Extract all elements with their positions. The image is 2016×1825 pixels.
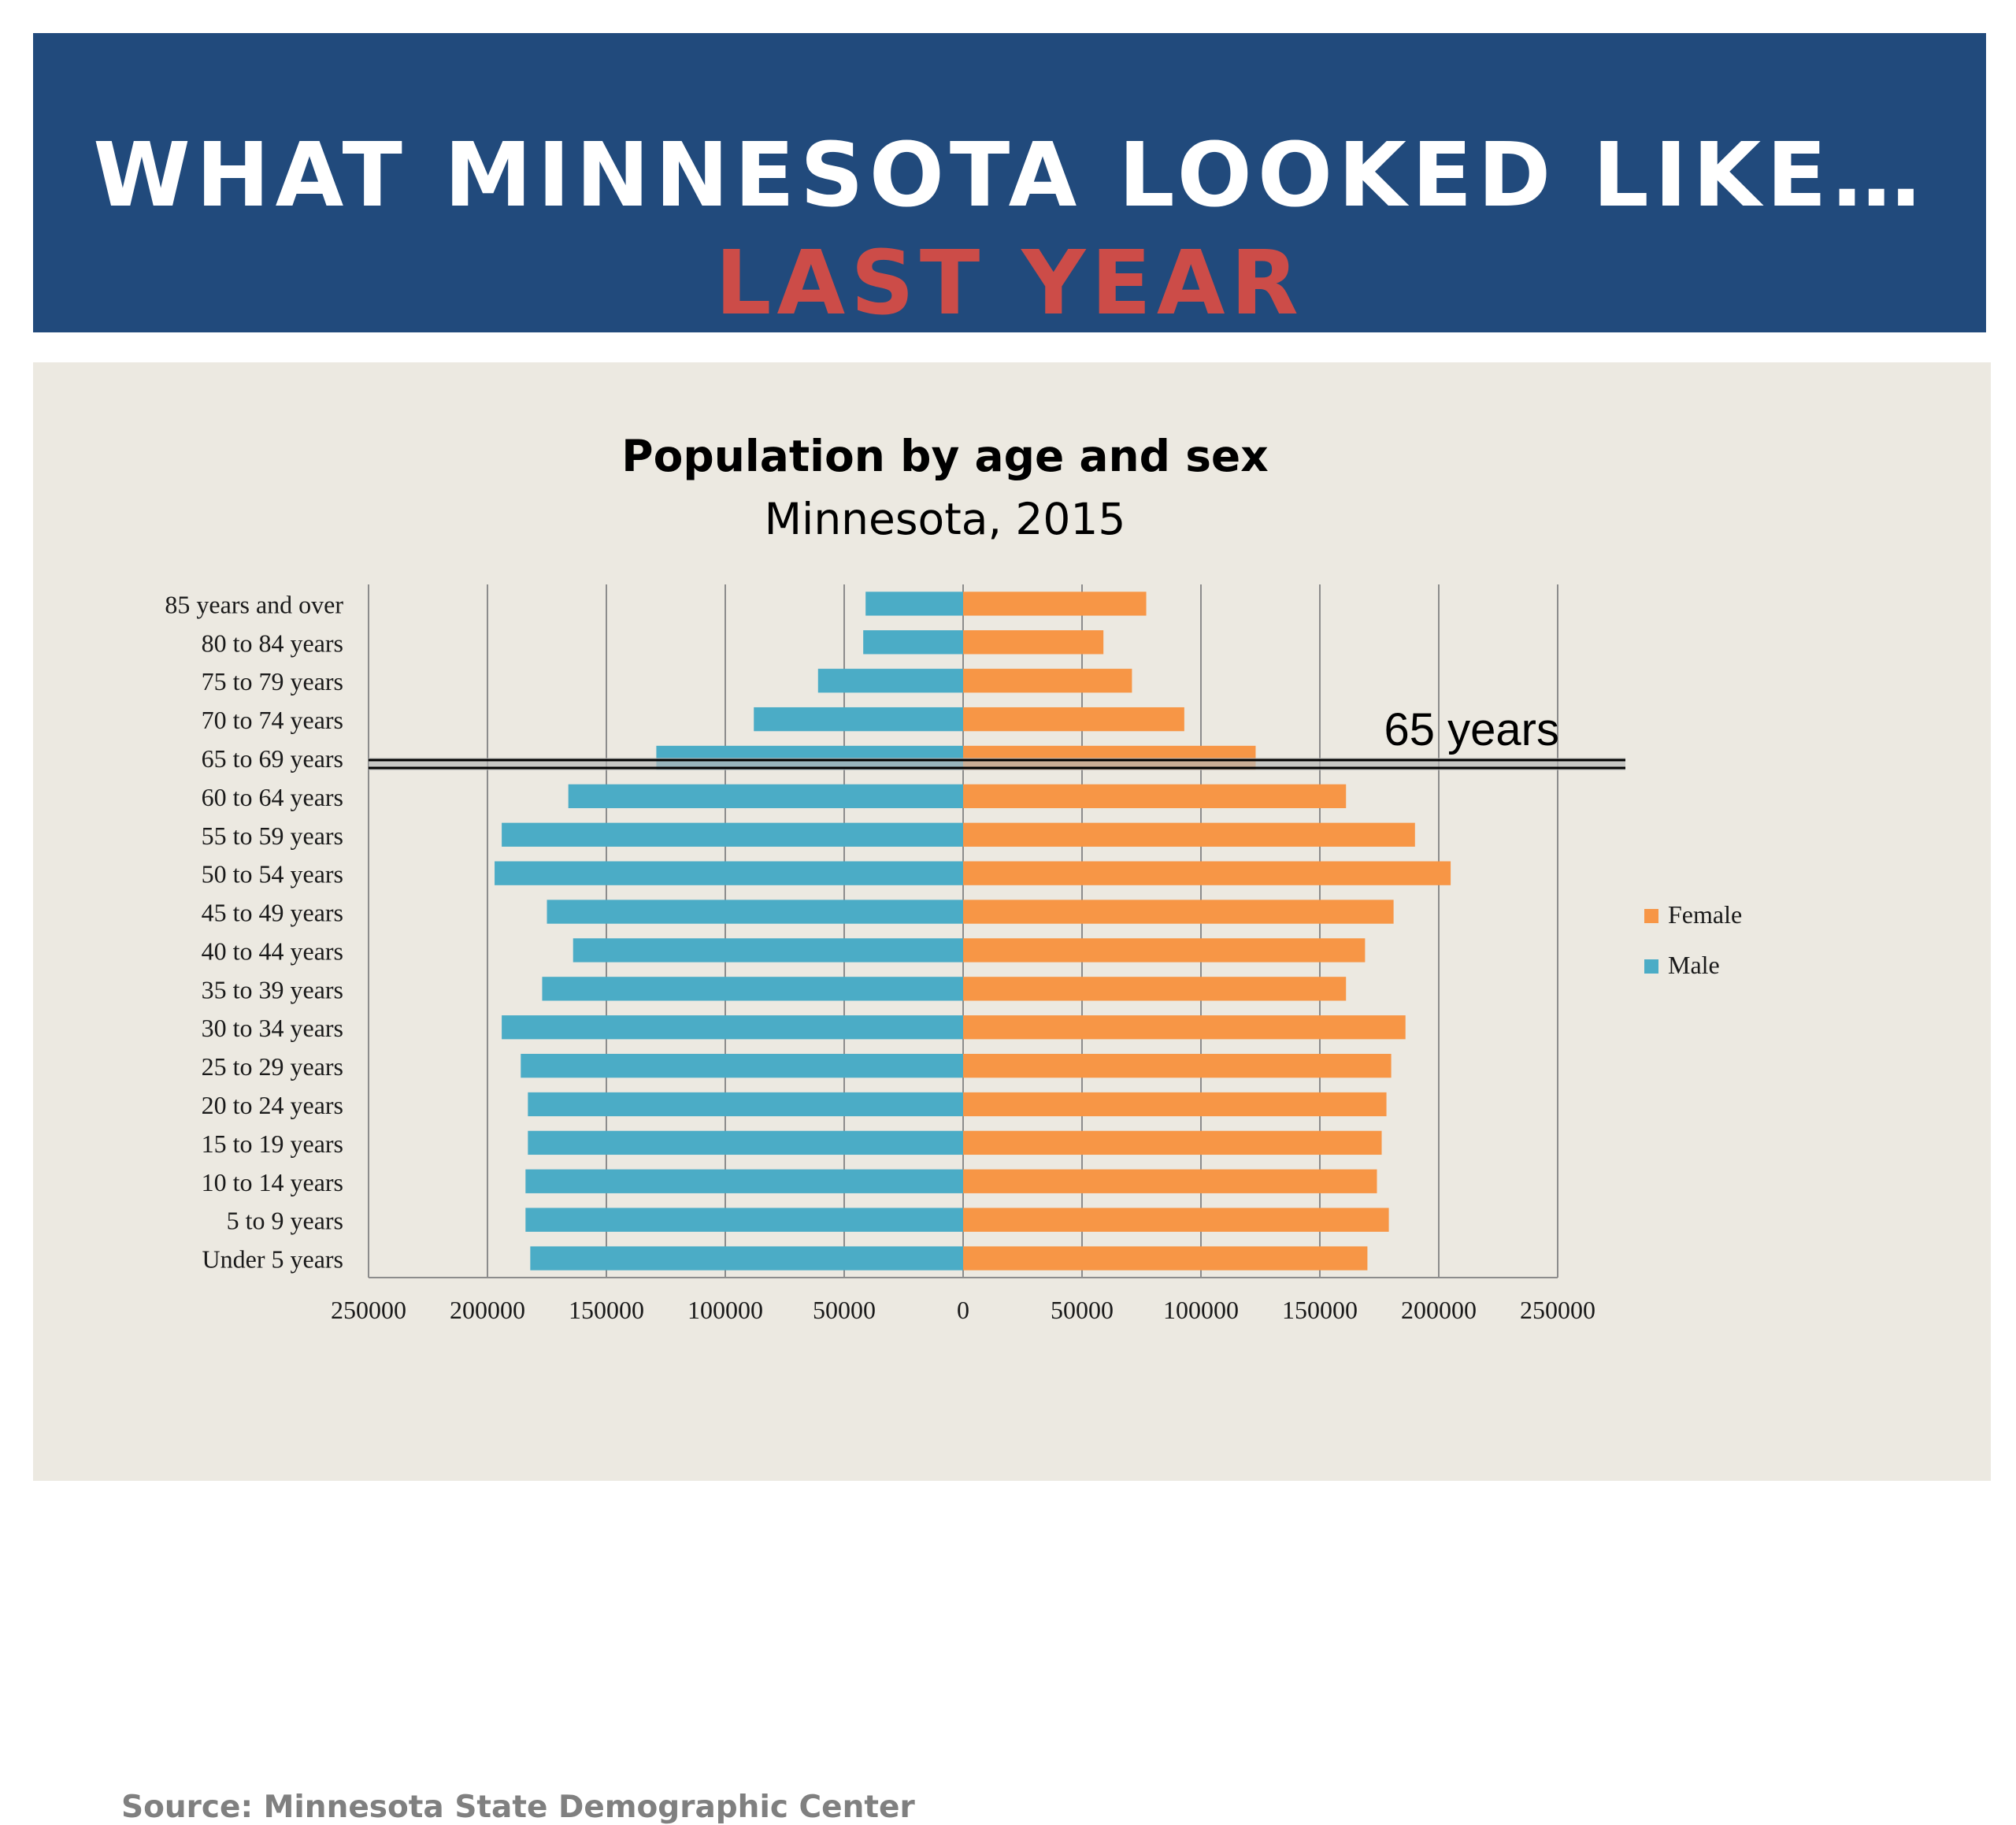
category-label: 80 to 84 years: [202, 629, 343, 657]
bar-female: [963, 938, 1366, 963]
bar-male: [530, 1246, 963, 1270]
bar-male: [863, 630, 963, 655]
legend-label: Male: [1668, 951, 1720, 979]
bar-male: [754, 707, 963, 732]
bar-female: [963, 1053, 1392, 1078]
chart-title: Population by age and sex: [621, 431, 1268, 481]
x-tick-label: 200000: [1401, 1296, 1477, 1324]
bar-male: [502, 1015, 963, 1040]
x-tick-label: 250000: [331, 1296, 406, 1324]
x-tick-label: 150000: [569, 1296, 644, 1324]
category-label: Under 5 years: [202, 1245, 343, 1274]
bar-female: [963, 1015, 1406, 1040]
x-tick-label: 200000: [450, 1296, 525, 1324]
category-label: 35 to 39 years: [202, 975, 343, 1003]
annotation-label: 65 years: [1384, 704, 1559, 755]
bar-female: [963, 630, 1104, 655]
category-label: 10 to 14 years: [202, 1168, 343, 1196]
bar-male: [521, 1053, 963, 1078]
category-label: 65 to 69 years: [202, 744, 343, 773]
category-label: 40 to 44 years: [202, 937, 343, 965]
category-label: 75 to 79 years: [202, 667, 343, 696]
bar-male: [542, 977, 963, 1001]
bar-male: [568, 784, 963, 809]
bar-female: [963, 707, 1184, 732]
x-tick-label: 100000: [687, 1296, 763, 1324]
x-tick-label: 50000: [1051, 1296, 1114, 1324]
bar-female: [963, 784, 1347, 809]
bar-male: [502, 822, 963, 847]
bar-female: [963, 592, 1147, 616]
bar-male: [525, 1169, 963, 1193]
title-banner: WHAT MINNESOTA LOOKED LIKE… LAST YEAR: [33, 33, 1986, 332]
bar-female: [963, 861, 1451, 885]
category-label: 15 to 19 years: [202, 1129, 343, 1158]
bar-female: [963, 1246, 1368, 1270]
category-label: 85 years and over: [165, 590, 343, 618]
x-tick-label: 100000: [1163, 1296, 1239, 1324]
population-pyramid-chart: Population by age and sex Minnesota, 201…: [165, 431, 1742, 1324]
bar-male: [495, 861, 963, 885]
bar-male: [525, 1207, 963, 1232]
category-label: 70 to 74 years: [202, 706, 343, 734]
legend-swatch: [1644, 909, 1658, 923]
legend-swatch: [1644, 959, 1658, 974]
category-label: 45 to 49 years: [202, 899, 343, 927]
bar-male: [865, 592, 963, 616]
x-tick-label: 50000: [813, 1296, 876, 1324]
bar-female: [963, 822, 1415, 847]
page-subtitle: LAST YEAR: [715, 232, 1304, 335]
bar-male: [547, 900, 963, 924]
bar-male: [528, 1130, 963, 1155]
x-tick-label: 250000: [1520, 1296, 1595, 1324]
chart-subtitle: Minnesota, 2015: [765, 494, 1126, 544]
bar-female: [963, 1130, 1382, 1155]
page-title: WHAT MINNESOTA LOOKED LIKE…: [93, 124, 1926, 227]
category-label: 30 to 34 years: [202, 1014, 343, 1042]
category-label: 60 to 64 years: [202, 783, 343, 811]
source-note: Source: Minnesota State Demographic Cent…: [121, 1790, 915, 1825]
category-label: 20 to 24 years: [202, 1091, 343, 1119]
bar-female: [963, 669, 1132, 693]
x-tick-label: 150000: [1282, 1296, 1358, 1324]
bar-female: [963, 1092, 1387, 1117]
legend-label: Female: [1668, 900, 1742, 929]
bar-female: [963, 977, 1347, 1001]
x-tick-label: 0: [957, 1296, 969, 1324]
bar-male: [528, 1092, 963, 1117]
category-label: 5 to 9 years: [227, 1207, 343, 1235]
category-label: 55 to 59 years: [202, 822, 343, 850]
category-label: 25 to 29 years: [202, 1052, 343, 1081]
bar-female: [963, 900, 1394, 924]
bar-male: [573, 938, 963, 963]
bar-female: [963, 1207, 1389, 1232]
chart-panel: Population by age and sex Minnesota, 201…: [33, 362, 1991, 1825]
bar-male: [817, 669, 963, 693]
bar-female: [963, 1169, 1377, 1193]
category-label: 50 to 54 years: [202, 860, 343, 888]
